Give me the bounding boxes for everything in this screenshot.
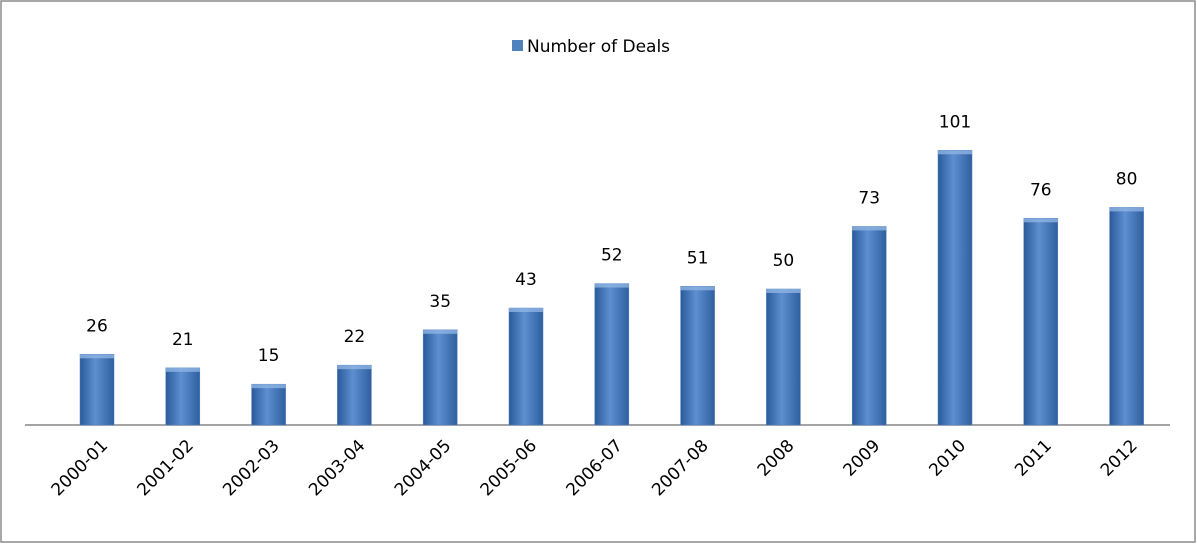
bar-cap — [680, 286, 715, 291]
bar-cap — [938, 150, 972, 155]
data-label: 76 — [1030, 180, 1052, 200]
bar — [594, 283, 630, 426]
bar — [508, 307, 544, 426]
bar-cap — [852, 226, 887, 231]
bar — [1023, 218, 1059, 426]
data-label: 80 — [1116, 169, 1138, 189]
bar-cap — [1109, 207, 1144, 212]
bar — [165, 367, 201, 426]
data-label: 26 — [86, 316, 108, 336]
bar — [766, 288, 801, 426]
legend-swatch — [512, 40, 523, 51]
data-label: 73 — [858, 188, 880, 208]
data-label: 50 — [773, 251, 795, 271]
bar-cap — [337, 365, 372, 370]
bar-cap — [594, 283, 629, 288]
data-label: 15 — [258, 346, 280, 366]
data-label: 35 — [429, 292, 451, 312]
bar-cap — [165, 367, 200, 372]
data-label: 101 — [939, 112, 971, 132]
bar — [251, 383, 286, 426]
bar-cap — [509, 308, 543, 313]
bar — [851, 226, 887, 426]
bar-cap — [423, 329, 458, 334]
bar-cap — [766, 289, 801, 293]
data-label: 51 — [687, 248, 709, 268]
data-label: 43 — [515, 270, 537, 290]
bar — [79, 354, 115, 426]
bar-cap — [251, 384, 286, 389]
bar — [680, 286, 715, 426]
legend-label: Number of Deals — [527, 37, 670, 57]
bar — [337, 364, 372, 426]
data-label: 52 — [601, 246, 623, 266]
data-label: 22 — [344, 327, 366, 347]
bar — [1109, 207, 1144, 426]
bar-cap — [80, 354, 114, 359]
bar — [937, 150, 973, 426]
bar — [422, 329, 458, 426]
data-label: 21 — [172, 330, 194, 350]
bar-cap — [1023, 218, 1058, 223]
